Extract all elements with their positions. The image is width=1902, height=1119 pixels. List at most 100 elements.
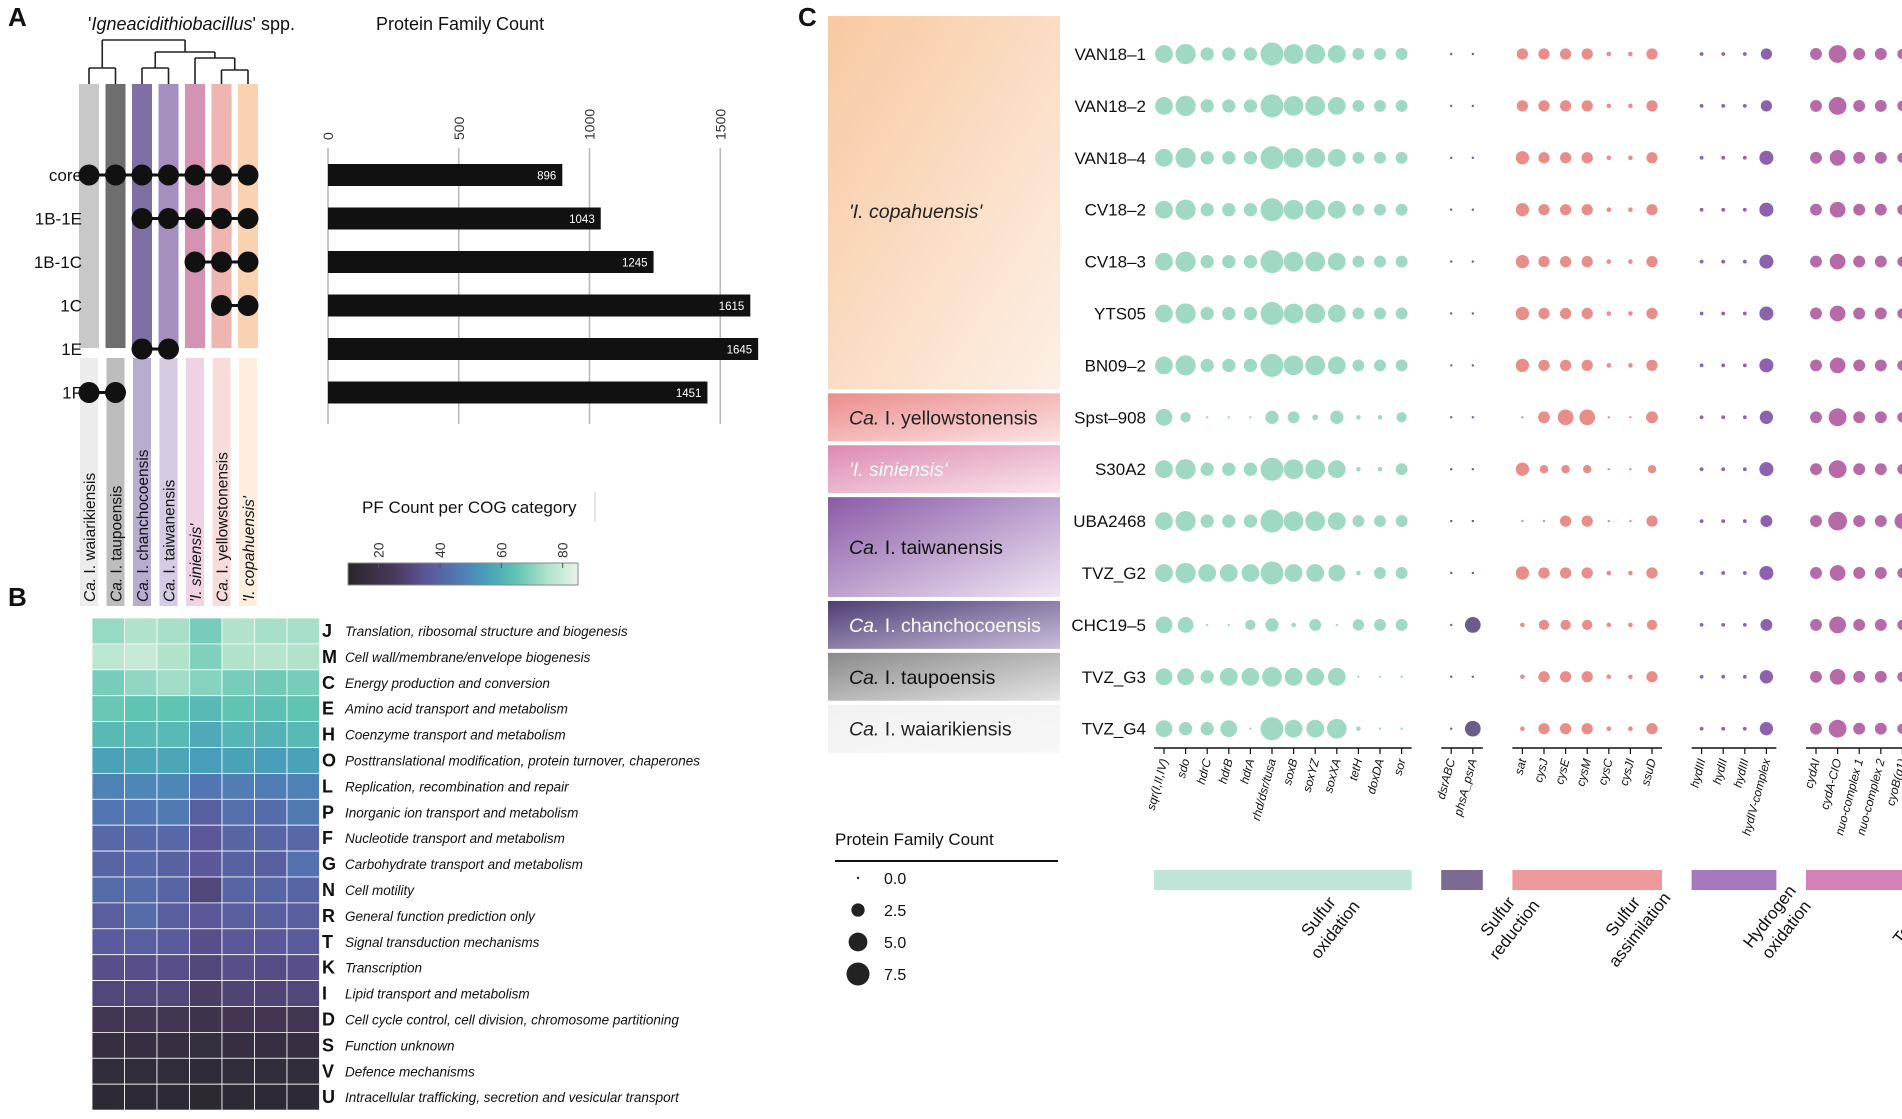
dot-tvz-g4-hydii [1721,726,1726,731]
dot-van18-1-hydii [1721,52,1726,56]
dot-yts05-dsrabc [1450,312,1453,315]
dot-van18-2-hdrc [1200,99,1214,113]
dot-van18-4-cysc [1606,155,1612,161]
dot-tvz-g3-cydai [1810,670,1822,683]
dot-chc19-5-cysji [1628,622,1633,628]
dot-s30a2-hdrc [1200,462,1214,476]
dot-s30a2-nuo-complex-1 [1853,463,1866,476]
gene-label-teth-9: tetH [1346,757,1365,782]
dot-bn09-2-sat [1515,358,1530,373]
dot-yts05-cysc [1606,311,1612,316]
category-label-line: Sulfur [1477,893,1520,940]
dot-yts05-hdrc [1200,306,1214,321]
dot-tvz-g4-soxxa [1326,718,1347,739]
upset-dot-core-1 [105,164,126,186]
dot-uba2468-hdrb [1222,514,1236,528]
upset-bar-value-1b-1c: 1245 [622,258,648,270]
dot-s30a2-cyob-g1 [1897,464,1902,475]
dot-van18-1-cysj [1538,48,1550,60]
dot-van18-2-ssud [1646,100,1658,112]
dot-bn09-2-teth [1352,359,1365,372]
dot-spst-908-hdrc [1206,416,1209,419]
dot-chc19-5-sor [1395,618,1408,631]
group-box-i-copahuensis [828,16,1060,390]
dot-tvz-g4-dsrabc [1450,727,1453,730]
upset-dot-1f-1 [105,382,126,403]
dot-cv18-2-cysji [1628,207,1633,212]
dot-van18-1-doxda [1374,48,1386,60]
genome-label-van18-1: VAN18–1 [1074,45,1146,64]
dot-spst-908-doxda [1377,415,1383,420]
dot-van18-2-cysm [1581,100,1593,112]
dot-cv18-2-cyse [1559,204,1572,216]
species-label-name: I. yellowstonensis [215,452,232,578]
group-label-ca-i-yellowstonensis: Ca. I. yellowstonensis [849,407,1038,429]
gene-label-hydiv-complex-24: hydIV-complex [1739,756,1773,837]
dot-cv18-3-dsrabc [1450,260,1453,263]
dot-bn09-2-cyda-cio [1829,357,1846,374]
upset-dot-core-6 [237,164,259,186]
category-label-terminal-oxidases: Terminaloxidases [1888,884,1902,962]
dot-van18-4-hydiv-complex [1759,150,1774,165]
dot-uba2468-cyda-cio [1828,511,1847,531]
dot-uba2468-nuo-complex-2 [1874,515,1887,528]
species-label-box-6 [239,358,257,606]
dot-spst-908-cysj [1538,411,1550,424]
group-label-ca-i-chanchocoensis: Ca. I. chanchocoensis [849,615,1041,637]
dot-cv18-3-soxb [1283,251,1304,272]
species-label-prefix: Ca. [135,578,152,602]
dot-van18-4-sat [1515,151,1530,165]
dot-van18-1-cyse [1559,48,1572,60]
dot-yts05-hydiv-complex [1759,306,1774,321]
dot-tvz-g3-rhd-dsr-tusa [1262,666,1282,687]
pf-legend-dot-7-5 [846,962,870,986]
dot-bn09-2-hydiii [1699,363,1704,368]
dot-tvz-g4-nuo-complex-2 [1874,722,1887,735]
dot-yts05-cysji [1628,311,1633,316]
upset-bar-1b-1e [328,207,601,230]
dot-van18-2-hdra [1243,99,1258,113]
gene-label-cydai-25: cydAI [1802,757,1823,790]
dot-uba2468-soxxa [1327,512,1346,531]
group-label-ca-i-taiwanensis: Ca. I. taiwanensis [849,537,1003,559]
dot-tvz-g4-hdrc [1200,722,1214,736]
upset-dot-1b-1e-2 [131,208,153,229]
dot-spst-908-hydii [1721,415,1726,420]
species-label-prefix: Ca. [849,667,879,689]
category-label-line: Sulfur [1297,893,1340,940]
gene-label-doxda-10: doxDA [1364,757,1387,795]
dot-cv18-3-rhd-dsr-tusa [1260,250,1284,274]
dot-spst-908-soxb [1287,411,1300,424]
dot-bn09-2-rhd-dsr-tusa [1260,353,1284,377]
species-label-2: Ca. I. chanchocoensis [135,449,152,602]
dot-cv18-3-sat [1515,254,1530,269]
dot-tvz-g4-cyda-cio [1828,719,1847,738]
dot-bn09-2-nuo-complex-2 [1874,359,1887,372]
dot-cv18-2-nuo-complex-1 [1853,203,1866,216]
dot-tvz-g3-cysj [1538,671,1550,683]
upset-dot-1e-3 [158,338,179,360]
upset-dot-1c-6 [237,295,259,316]
species-label-prefix: Ca. [849,537,879,559]
dot-cv18-3-cyse [1559,255,1572,268]
gene-label-soxb-6: soxB [1280,757,1300,786]
dot-uba2468-hydiv-complex [1760,515,1773,528]
dot-tvz-g2-hdrc [1198,564,1217,582]
dot-van18-1-cysm [1581,48,1593,60]
dot-spst-908-cyda-cio [1828,408,1847,427]
dot-tvz-g2-teth [1356,570,1361,576]
upset-bar-1b-1c [328,251,654,273]
upset-dot-1e-2 [131,338,153,360]
dot-cv18-2-cysm [1581,204,1593,216]
species-label-name: I. taupoensis [109,485,126,577]
dot-tvz-g2-hdrb [1219,564,1238,582]
dot-tvz-g3-soxyz [1306,667,1325,686]
species-label-box-5 [212,358,231,606]
dot-chc19-5-ssud [1646,619,1658,631]
dot-cv18-3-cysc [1606,259,1612,264]
dot-chc19-5-hydiv-complex [1760,618,1773,631]
upset-bar-value-1f: 1451 [676,388,702,400]
dot-uba2468-phsa-psra [1471,519,1475,523]
species-label-box-1 [106,358,125,606]
dot-uba2468-ssud [1646,515,1658,527]
